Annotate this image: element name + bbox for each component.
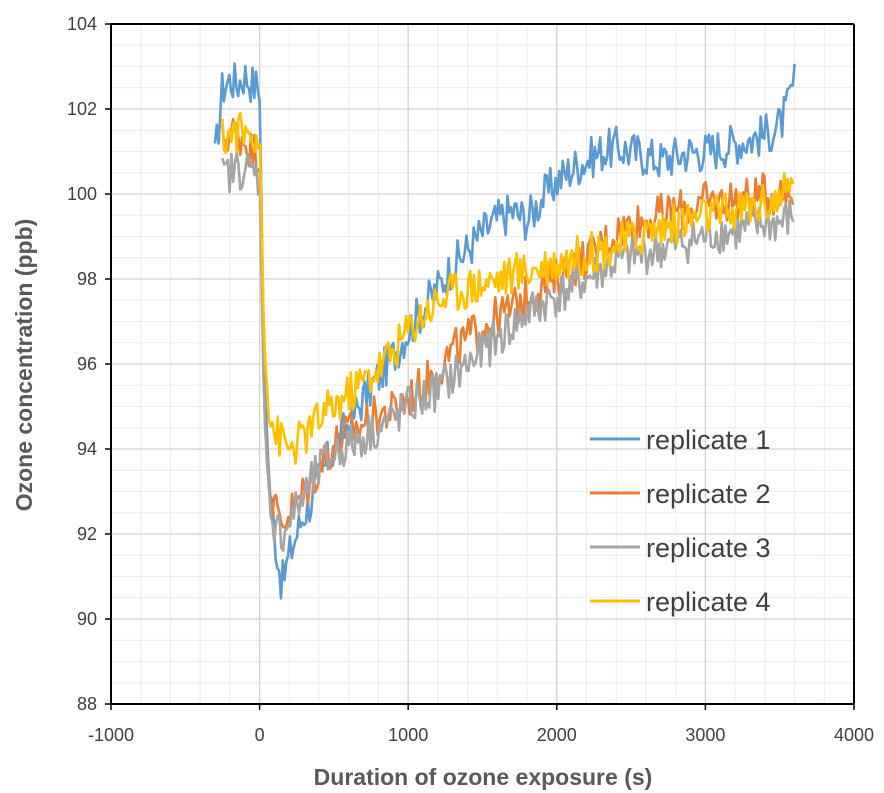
y-axis-title: Ozone concentration (ppb) bbox=[11, 219, 37, 512]
y-tick-label: 94 bbox=[77, 439, 97, 459]
legend-label-1: replicate 1 bbox=[646, 425, 771, 455]
legend: replicate 1 replicate 2 replicate 3 replica… bbox=[590, 425, 771, 617]
y-tick-label: 90 bbox=[77, 609, 97, 629]
y-tick-label: 88 bbox=[77, 694, 97, 714]
axes-layer bbox=[105, 23, 855, 710]
tick-labels: -1000 0 1000 2000 3000 4000 88 90 92 94 96 98 100 102… bbox=[67, 14, 874, 745]
series-line-2 bbox=[221, 117, 795, 530]
y-tick-label: 104 bbox=[67, 14, 97, 34]
series-line-3 bbox=[221, 151, 795, 552]
x-tick-label: -1000 bbox=[88, 725, 134, 745]
legend-label-3: replicate 3 bbox=[646, 533, 771, 563]
series-layer bbox=[213, 62, 796, 600]
x-tick-label: 4000 bbox=[834, 725, 874, 745]
y-tick-label: 100 bbox=[67, 184, 97, 204]
x-tick-label: 1000 bbox=[388, 725, 428, 745]
x-axis-title: Duration of ozone exposure (s) bbox=[314, 764, 653, 790]
y-tick-label: 92 bbox=[77, 524, 97, 544]
y-tick-label: 102 bbox=[67, 99, 97, 119]
y-tick-label: 98 bbox=[77, 269, 97, 289]
y-tick-label: 96 bbox=[77, 354, 97, 374]
series-line-1 bbox=[213, 62, 796, 600]
legend-label-4: replicate 4 bbox=[646, 587, 771, 617]
x-tick-label: 3000 bbox=[685, 725, 725, 745]
legend-label-2: replicate 2 bbox=[646, 479, 771, 509]
x-tick-label: 2000 bbox=[537, 725, 577, 745]
x-tick-label: 0 bbox=[255, 725, 265, 745]
series-line-4 bbox=[221, 111, 795, 465]
